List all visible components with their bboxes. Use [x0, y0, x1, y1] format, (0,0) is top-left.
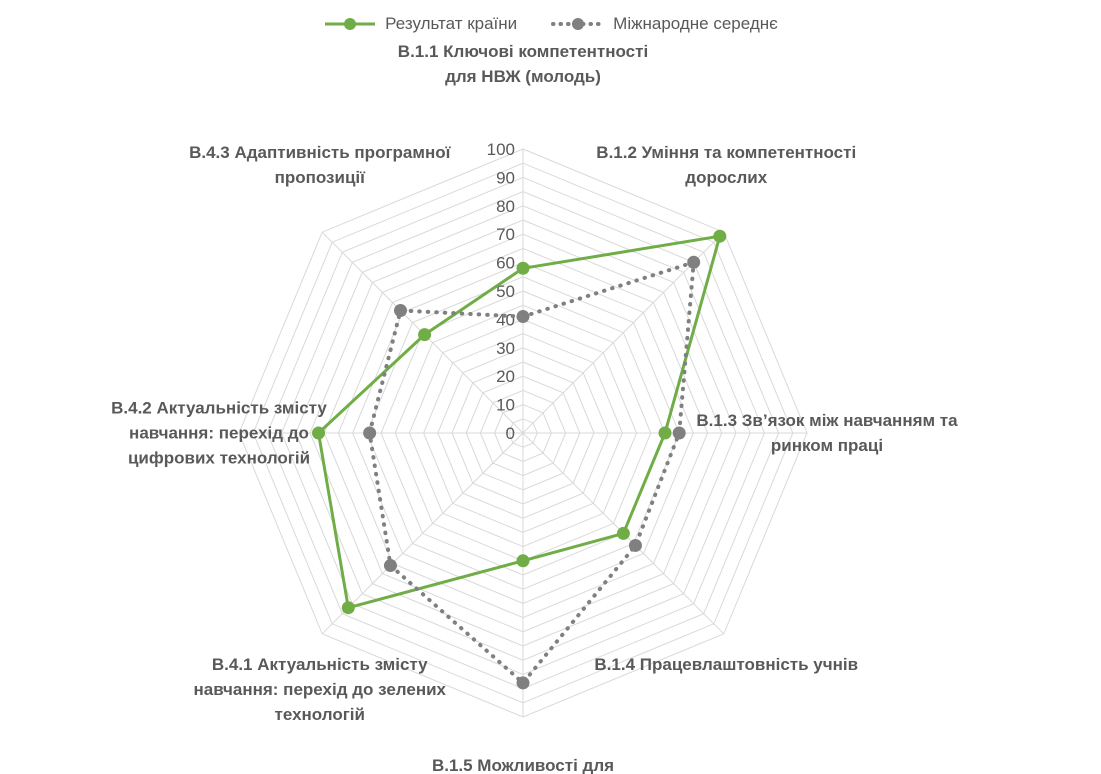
- data-point-country: [312, 426, 326, 440]
- legend-label-country: Результат країни: [385, 14, 518, 33]
- tick-label: 50: [496, 282, 515, 301]
- tick-label: 60: [496, 254, 515, 273]
- axis-category-label-line: B.1.3 Зв’язок між навчанням та: [696, 411, 958, 430]
- axis-category-label: B.1.3 Зв’язок між навчанням та ринком пра…: [696, 411, 958, 455]
- series-line-country: [317, 234, 722, 610]
- axis-category-label: B.1.4 Працевлаштовність учнів: [594, 655, 858, 674]
- data-point-country: [418, 328, 432, 342]
- data-point-average: [672, 426, 686, 440]
- axis-category-label-line: B.1.4 Працевлаштовність учнів: [594, 655, 858, 674]
- axis-category-label: B.1.5 Можливості дляпрофорієнтації: [432, 756, 614, 774]
- axis-category-label-line: ринком праці: [771, 436, 883, 455]
- data-point-average: [394, 304, 408, 318]
- tick-label: 40: [496, 310, 515, 329]
- axis-category-label: B.4.1 Актуальність змісту навчання: перех…: [193, 655, 446, 724]
- axis-category-label: B.4.3 Адаптивність програмної пропозиції: [189, 143, 452, 187]
- data-point-country: [616, 526, 630, 540]
- data-point-country: [713, 229, 727, 243]
- legend-label-average: Міжнародне середнє: [613, 14, 778, 33]
- grid-spoke: [321, 432, 524, 635]
- legend-item-average: Міжнародне середнє: [551, 14, 778, 34]
- axis-category-label-line: B.1.2 Уміння та компетентності: [596, 143, 856, 162]
- legend-item-country: Результат країни: [323, 14, 517, 34]
- legend-marker-country: [325, 18, 376, 30]
- axis-category-label: B.1.2 Уміння та компетентності дорослих: [596, 143, 856, 187]
- axis-category-label-line: B.4.1 Актуальність змісту: [212, 655, 428, 674]
- axis-category-label-line: B.1.5 Можливості для: [432, 756, 614, 774]
- axis-category-label-line: B.1.1 Ключові компетентності: [398, 42, 648, 61]
- tick-label: 80: [496, 197, 515, 216]
- axis-category-label-line: навчання: перехід до: [129, 424, 309, 443]
- tick-label: 0: [506, 424, 515, 443]
- tick-label: 70: [496, 225, 515, 244]
- tick-label: 90: [496, 168, 515, 187]
- data-point-average: [363, 426, 377, 440]
- tick-label: 10: [496, 396, 515, 415]
- axis-category-label-line: технологій: [275, 705, 365, 724]
- data-point-average: [516, 676, 530, 690]
- data-point-country: [658, 426, 672, 440]
- axis-category-label-line: пропозиції: [275, 168, 367, 187]
- data-point-country: [516, 261, 530, 275]
- data-point-country: [341, 601, 355, 615]
- tick-label: 100: [487, 140, 515, 159]
- data-point-average: [628, 538, 642, 552]
- tick-label: 20: [496, 367, 515, 386]
- axis-category-label-line: навчання: перехід до зелених: [193, 680, 446, 699]
- axis-category-label-line: цифрових технологій: [128, 449, 310, 468]
- data-point-average: [516, 310, 530, 324]
- data-point-average: [687, 255, 701, 269]
- axis-category-label-line: для НВЖ (молодь): [445, 67, 601, 86]
- axis-category-label-line: дорослих: [685, 168, 767, 187]
- data-point-country: [516, 554, 530, 568]
- axis-category-label: B.4.2 Актуальність змісту навчання: перех…: [111, 399, 327, 468]
- axis-category-label-line: B.4.2 Актуальність змісту: [111, 399, 327, 418]
- legend: Результат країни Міжнародне середнє: [0, 14, 1101, 34]
- series-line-average: [367, 260, 696, 685]
- data-point-average: [383, 559, 397, 573]
- axis-category-label: B.1.1 Ключові компетентності для НВЖ (мол…: [398, 42, 648, 86]
- axis-category-label-line: B.4.3 Адаптивність програмної: [189, 143, 452, 162]
- tick-label: 30: [496, 339, 515, 358]
- legend-marker-average: [551, 18, 606, 30]
